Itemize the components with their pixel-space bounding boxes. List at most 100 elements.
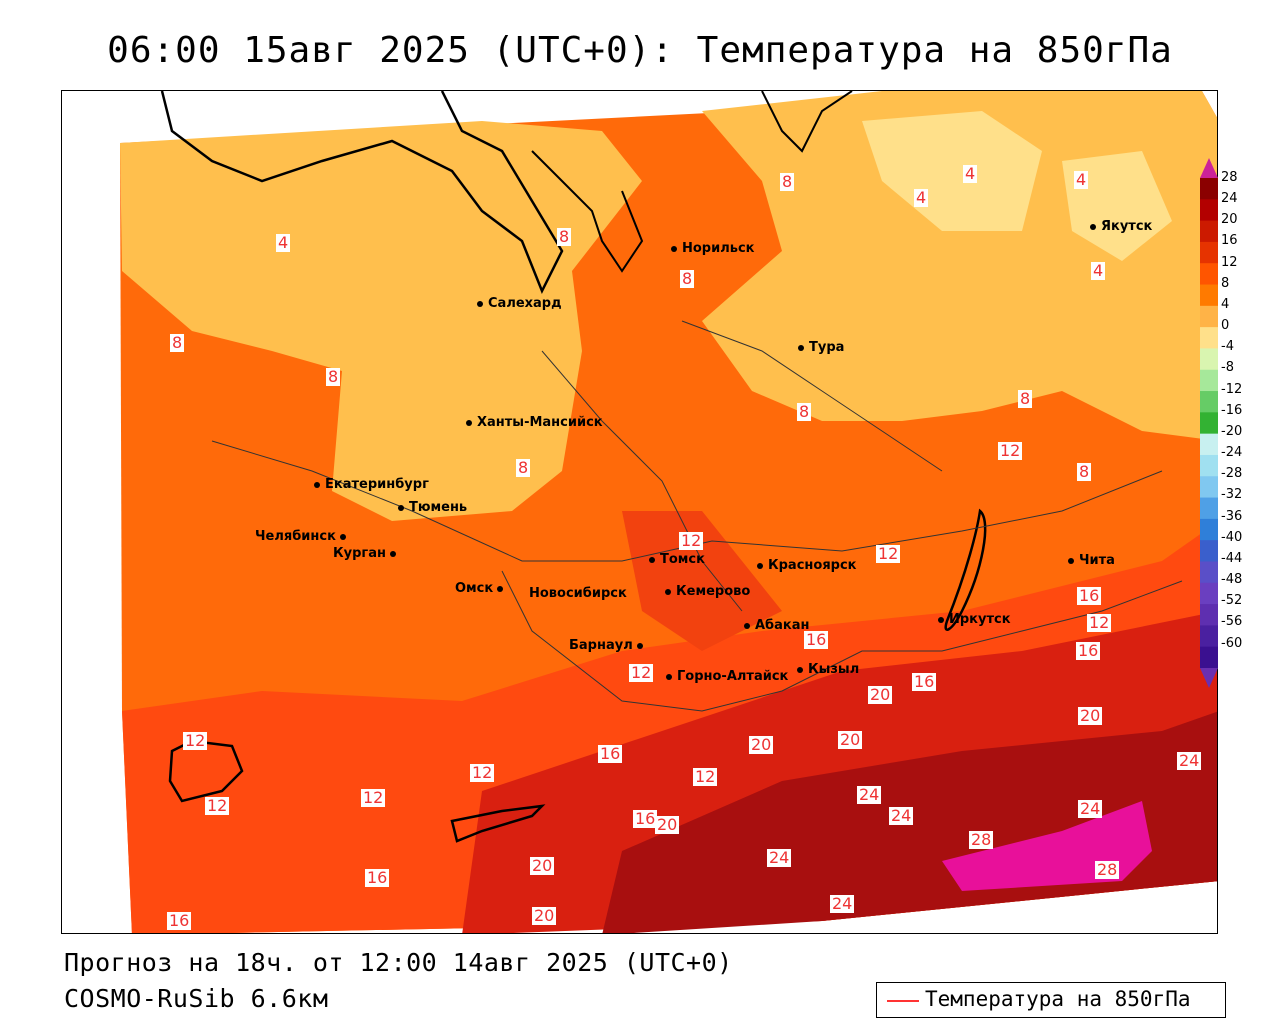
lake-baikal (944, 508, 987, 631)
contour-label: 12 (693, 767, 718, 786)
coastline-taimyr (761, 91, 853, 153)
legend: Температура на 850гПа (876, 982, 1226, 1018)
contour-label: 16 (804, 630, 829, 649)
contour-label: 24 (767, 848, 792, 867)
colorbar-tick-label: -12 (1221, 381, 1243, 397)
colorbar-swatch (1200, 497, 1218, 520)
colorbar-tick-label: -40 (1221, 529, 1243, 545)
contour-label: 8 (1077, 462, 1092, 481)
city-krasnoyarsk: Красноярск (757, 558, 857, 573)
admin-boundary-3 (681, 320, 943, 472)
city-chelyabinsk: Челябинск (255, 529, 351, 544)
contour-label: 28 (1095, 860, 1120, 879)
region-cool-northwest (120, 121, 642, 521)
colorbar-tick-label: 12 (1221, 254, 1238, 270)
colorbar-swatch (1200, 518, 1218, 541)
contour-label: 8 (516, 458, 531, 477)
city-tomsk: Томск (649, 552, 705, 567)
colorbar-tick-label: -16 (1221, 402, 1243, 418)
colorbar-tick-label: -4 (1221, 339, 1234, 355)
contour-label: 20 (655, 815, 680, 834)
admin-boundary-4 (501, 570, 1183, 712)
colorbar-tick-label: -24 (1221, 445, 1243, 461)
coastline-gulf (531, 150, 644, 273)
city-gorno-altaysk: Горно-Алтайск (666, 669, 788, 684)
contour-label: 20 (749, 735, 774, 754)
contour-label: 4 (276, 233, 291, 252)
colorbar-swatch (1200, 582, 1218, 605)
admin-boundary-1 (211, 440, 1163, 562)
contour-label: 4 (963, 164, 978, 183)
colorbar-swatch (1200, 476, 1218, 499)
contour-label: 24 (889, 806, 914, 825)
colorbar-top-arrow (1200, 158, 1218, 178)
city-khanty-mansiysk: Ханты-Мансийск (466, 415, 603, 430)
colorbar-tick-label: -8 (1221, 360, 1234, 376)
city-chita: Чита (1068, 553, 1115, 568)
colorbar-tick-label: 16 (1221, 233, 1238, 249)
city-salekhard: Салехард (477, 296, 562, 311)
city-kemerovo: Кемерово (665, 584, 750, 599)
contour-label: 20 (532, 906, 557, 925)
colorbar-swatch (1200, 178, 1218, 200)
colorbar-tick-label: -48 (1221, 572, 1243, 588)
colorbar-tick-label: 4 (1221, 296, 1230, 312)
contour-label: 24 (1177, 751, 1202, 770)
map-title: 06:00 15авг 2025 (UTC+0): Температура на… (107, 30, 1173, 71)
admin-boundary-2 (541, 350, 743, 612)
contour-label: 8 (680, 269, 695, 288)
contour-label: 12 (629, 663, 654, 682)
colorbar-tick-label: -36 (1221, 508, 1243, 524)
contour-label: 12 (998, 441, 1023, 460)
city-omsk: Омск (455, 581, 508, 596)
contour-label: 8 (780, 172, 795, 191)
city-novosibirsk: Новосибирск (529, 586, 627, 601)
contour-label: 8 (557, 227, 572, 246)
colorbar-tick-label: 0 (1221, 318, 1230, 334)
colorbar-swatch (1200, 433, 1218, 456)
colorbar-swatch (1200, 454, 1218, 477)
city-abakan: Абакан (744, 618, 810, 633)
colorbar-swatch (1200, 540, 1218, 562)
colorbar-swatch (1200, 263, 1218, 286)
contour-label: 20 (838, 730, 863, 749)
contour-label: 12 (679, 531, 704, 550)
contour-label: 8 (326, 367, 341, 386)
city-ekaterinburg: Екатеринбург (314, 477, 429, 492)
contour-label: 20 (530, 856, 555, 875)
colorbar-swatch (1200, 241, 1218, 264)
colorbar-bottom-arrow (1200, 668, 1218, 688)
colorbar-swatch (1200, 646, 1218, 669)
forecast-caption: Прогноз на 18ч. от 12:00 14авг 2025 (UTC… (64, 948, 733, 977)
contour-label: 8 (797, 402, 812, 421)
contour-label: 20 (1078, 706, 1103, 725)
contour-label: 16 (633, 809, 658, 828)
colorbar-tick-label: -28 (1221, 466, 1243, 482)
colorbar-swatch (1200, 284, 1218, 307)
colorbar-swatch (1200, 391, 1218, 413)
map-panel (61, 90, 1218, 934)
lake-balkhash (450, 804, 546, 843)
region-warm-center (622, 511, 782, 651)
contour-label: 20 (868, 685, 893, 704)
colorbar-swatch (1200, 369, 1218, 392)
contour-label: 4 (914, 188, 929, 207)
model-caption: COSMO-RuSib 6.6км (64, 984, 329, 1013)
temperature-map (120, 91, 1217, 933)
colorbar-tick-label: 8 (1221, 275, 1230, 291)
contour-label: 16 (598, 744, 623, 763)
contour-label: 24 (857, 785, 882, 804)
colorbar (1200, 158, 1218, 688)
contour-label: 16 (365, 868, 390, 887)
contour-label: 24 (830, 894, 855, 913)
city-tyumen: Тюмень (398, 500, 467, 515)
contour-label: 4 (1091, 261, 1106, 280)
legend-line-swatch (887, 1000, 919, 1002)
contour-label: 24 (1078, 799, 1103, 818)
region-cold-patch-1 (862, 111, 1042, 231)
colorbar-swatch (1200, 561, 1218, 584)
contour-label: 4 (1074, 170, 1089, 189)
contour-label: 12 (183, 731, 208, 750)
contour-label: 16 (1077, 586, 1102, 605)
colorbar-tick-label: 24 (1221, 191, 1238, 207)
